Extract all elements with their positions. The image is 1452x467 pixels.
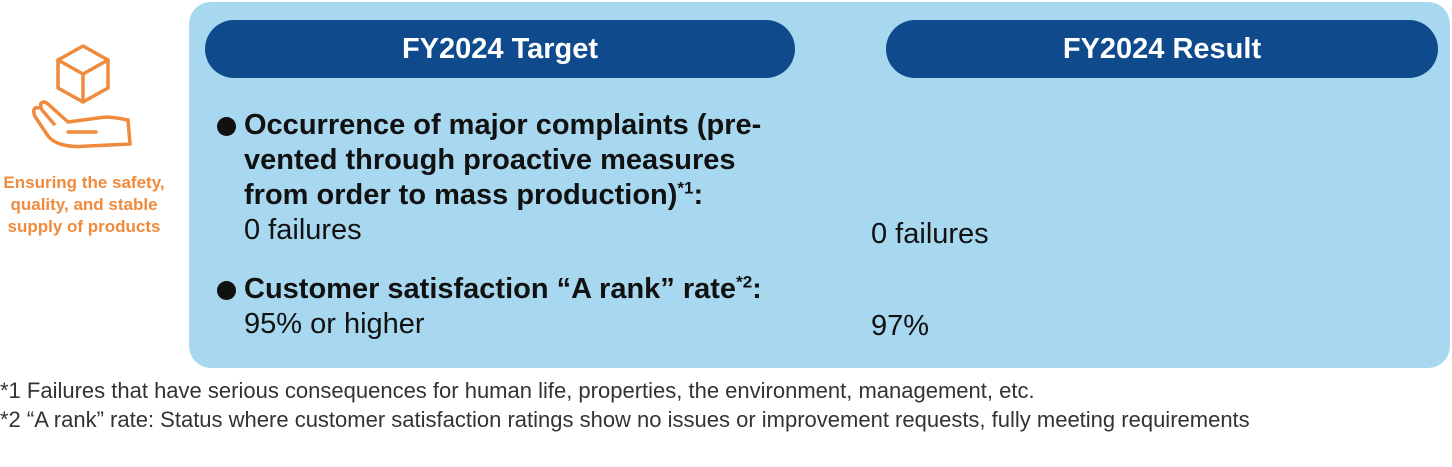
theme-label: Ensuring the safety, quality, and stable… xyxy=(3,173,165,236)
colon: : xyxy=(693,179,704,211)
footnotes: *1 Failures that have serious consequenc… xyxy=(0,376,1440,434)
footnote-2: *2 “A rank” rate: Status where customer … xyxy=(0,407,1250,432)
kpi-title-line: from order to mass production) xyxy=(244,179,678,211)
target-header: FY2024 Target xyxy=(205,20,795,78)
hand-holding-box-icon xyxy=(32,44,132,149)
footnote-ref: *2 xyxy=(736,272,753,292)
kpi-item-major-complaints: Occurrence of major complaints (pre- ven… xyxy=(217,108,761,248)
kpi-result-value: 97% xyxy=(871,310,930,342)
bullet-icon xyxy=(217,281,236,300)
kpi-title-line: Occurrence of major complaints (pre- xyxy=(244,109,762,141)
result-header: FY2024 Result xyxy=(886,20,1438,78)
kpi-title: Occurrence of major complaints (pre- ven… xyxy=(217,108,761,213)
footnote-ref: *1 xyxy=(677,178,694,198)
kpi-title-line: Customer satisfaction “A rank” rate xyxy=(244,273,737,305)
kpi-title: Customer satisfaction “A rank” rate*2: xyxy=(217,272,762,307)
kpi-target-value: 95% or higher xyxy=(244,308,425,340)
kpi-item-customer-satisfaction: Customer satisfaction “A rank” rate*2: 9… xyxy=(217,272,762,342)
kpi-title-line: vented through proactive measures xyxy=(244,144,736,176)
kpi-panel: FY2024 Target FY2024 Result Occurrence o… xyxy=(189,2,1450,368)
footnote-1: *1 Failures that have serious consequenc… xyxy=(0,378,1035,403)
colon: : xyxy=(752,273,762,305)
kpi-result-value: 0 failures xyxy=(871,218,989,250)
kpi-target-value: 0 failures xyxy=(244,214,362,246)
bullet-icon xyxy=(217,117,236,136)
